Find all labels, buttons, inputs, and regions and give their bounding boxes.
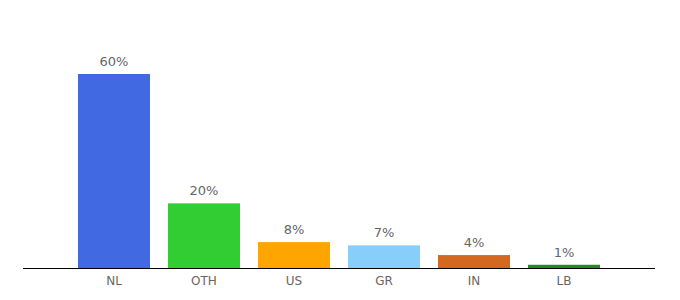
data-label: 4% [464,235,485,250]
x-tick-label: IN [468,274,481,288]
x-tick-label: US [286,274,302,288]
bar [168,203,240,268]
bar [528,265,600,268]
data-label: 1% [554,245,575,260]
labels: 60% NL 20% OTH 8% US 7% GR 4% IN 1% LB [100,54,575,288]
bar [258,242,330,268]
x-tick-label: LB [557,274,572,288]
data-label: 7% [374,225,395,240]
data-label: 20% [190,183,219,198]
data-label: 60% [100,54,129,69]
chart: 60% NL 20% OTH 8% US 7% GR 4% IN 1% LB [0,0,680,300]
bar [348,245,420,268]
bar [78,74,150,268]
data-label: 8% [284,222,305,237]
bars [78,74,600,268]
x-tick-label: OTH [191,274,217,288]
bar [438,255,510,268]
x-axis [23,268,655,269]
x-tick-label: NL [106,274,122,288]
x-tick-label: GR [375,274,393,288]
